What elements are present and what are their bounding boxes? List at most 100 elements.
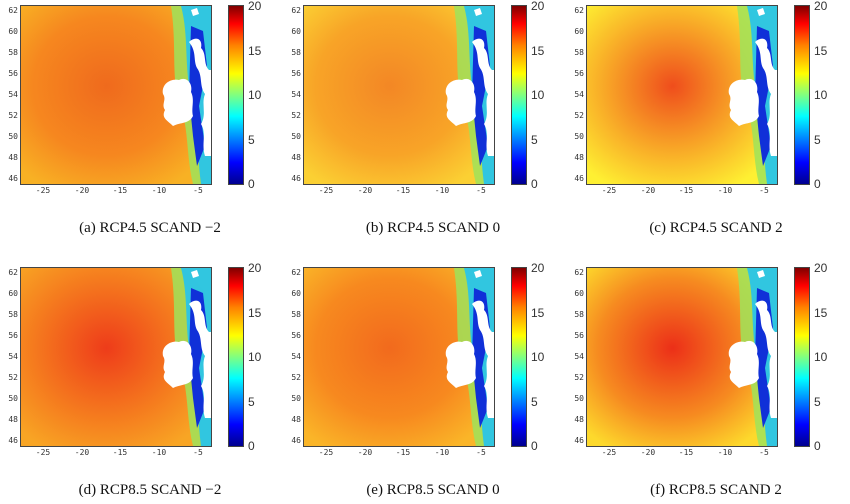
latitude-tick-label: 62: [574, 268, 584, 277]
colorbar: [794, 5, 810, 185]
map-plot-area: [303, 5, 495, 185]
longitude-tick-label: -25: [318, 186, 334, 195]
latitude-tick-label: 62: [291, 268, 301, 277]
ireland-landmass: [162, 78, 193, 126]
ireland-landmass: [162, 340, 193, 388]
longitude-tick-label: -15: [678, 186, 694, 195]
colorbar: [228, 5, 244, 185]
colorbar: [228, 267, 244, 447]
latitude-tick-label: 48: [8, 415, 18, 424]
longitude-tick-label: -20: [640, 186, 656, 195]
colorbar-tick-label: 5: [814, 132, 821, 147]
latitude-tick-label: 56: [291, 69, 301, 78]
latitude-tick-label: 60: [8, 27, 18, 36]
northern-islands: [474, 8, 482, 16]
latitude-tick-label: 50: [291, 132, 301, 141]
latitude-tick-label: 46: [8, 436, 18, 445]
longitude-tick-label: -10: [717, 186, 733, 195]
map-panel-a: 62 60 58 56 54 52 50 48 46 -25 -20 -15 -10 -5 20 15 10 5 0…: [8, 0, 290, 240]
ireland-landmass: [445, 340, 476, 388]
latitude-tick-label: 48: [291, 153, 301, 162]
northern-islands: [757, 8, 765, 16]
latitude-tick-label: 48: [291, 415, 301, 424]
colorbar-tick-label: 5: [531, 394, 538, 409]
latitude-tick-label: 56: [291, 331, 301, 340]
colorbar-tick-label: 10: [814, 88, 828, 102]
latitude-tick-label: 56: [8, 331, 18, 340]
latitude-tick-label: 62: [8, 268, 18, 277]
colorbar-tick-label: 15: [248, 305, 262, 320]
colorbar-tick-label: 15: [531, 305, 545, 320]
great-britain-landmass: [755, 38, 777, 156]
longitude-tick-label: -10: [151, 186, 167, 195]
panel-caption: (e) RCP8.5 SCAND 0: [366, 482, 500, 498]
longitude-tick-label: -15: [395, 448, 411, 457]
longitude-tick-label: -5: [193, 186, 203, 195]
longitude-tick-label: -25: [318, 448, 334, 457]
map-plot-area: [586, 5, 778, 185]
latitude-tick-label: 52: [574, 373, 584, 382]
map-panel-d: 62 60 58 56 54 52 50 48 46 -25 -20 -15 -10 -5 20 15 10 5 0…: [8, 261, 290, 502]
colorbar-tick-label: 10: [531, 88, 545, 102]
colorbar-tick-label: 15: [814, 305, 828, 320]
map-plot-area: [586, 267, 778, 447]
latitude-tick-label: 50: [8, 132, 18, 141]
colorbar-tick-label: 0: [814, 439, 821, 453]
colorbar: [511, 267, 527, 447]
longitude-tick-label: -5: [476, 186, 486, 195]
longitude-tick-label: -15: [112, 186, 128, 195]
longitude-tick-label: -15: [112, 448, 128, 457]
temperature-field-map: [21, 268, 211, 446]
longitude-tick-label: -20: [640, 448, 656, 457]
colorbar-tick-label: 20: [248, 261, 262, 275]
great-britain-landmass: [472, 300, 494, 418]
colorbar-tick-label: 0: [248, 177, 255, 191]
temperature-field-map: [587, 6, 777, 184]
longitude-tick-label: -5: [193, 448, 203, 457]
colorbar-tick-label: 10: [814, 350, 828, 364]
colorbar-tick-label: 5: [248, 394, 255, 409]
map-plot-area: [20, 267, 212, 447]
latitude-tick-label: 46: [8, 174, 18, 183]
panel-caption: (d) RCP8.5 SCAND −2: [78, 482, 222, 498]
northern-islands: [757, 270, 765, 278]
colorbar-tick-label: 20: [814, 261, 828, 275]
colorbar-tick-label: 20: [814, 0, 828, 13]
latitude-tick-label: 54: [574, 90, 584, 99]
great-britain-landmass: [755, 300, 777, 418]
temperature-field-map: [304, 268, 494, 446]
latitude-tick-label: 56: [8, 69, 18, 78]
latitude-tick-label: 54: [291, 352, 301, 361]
longitude-tick-label: -20: [357, 448, 373, 457]
temperature-field-map: [304, 6, 494, 184]
map-panel-c: 62 60 58 56 54 52 50 48 46 -25 -20 -15 -10 -5 20 15 10 5 0…: [574, 0, 850, 240]
colorbar-tick-label: 10: [531, 350, 545, 364]
panel-caption: (f) RCP8.5 SCAND 2: [650, 482, 782, 498]
latitude-tick-label: 54: [8, 90, 18, 99]
longitude-tick-label: -20: [74, 186, 90, 195]
colorbar-tick-label: 0: [531, 177, 538, 191]
longitude-tick-label: -5: [759, 448, 769, 457]
colorbar-tick-label: 10: [248, 350, 262, 364]
latitude-tick-label: 60: [291, 289, 301, 298]
colorbar-tick-label: 15: [531, 43, 545, 58]
latitude-tick-label: 58: [8, 310, 18, 319]
colorbar-tick-label: 20: [531, 0, 545, 13]
colorbar-tick-label: 15: [248, 43, 262, 58]
ireland-landmass: [728, 78, 759, 126]
panel-caption: (c) RCP4.5 SCAND 2: [649, 220, 783, 236]
map-plot-area: [20, 5, 212, 185]
colorbar-tick-label: 0: [531, 439, 538, 453]
great-britain-landmass: [189, 300, 211, 418]
colorbar: [511, 5, 527, 185]
colorbar-tick-label: 20: [531, 261, 545, 275]
colorbar-tick-label: 10: [248, 88, 262, 102]
map-plot-area: [303, 267, 495, 447]
latitude-tick-label: 58: [291, 310, 301, 319]
latitude-tick-label: 58: [8, 48, 18, 57]
latitude-tick-label: 62: [8, 6, 18, 15]
latitude-tick-label: 60: [574, 289, 584, 298]
latitude-tick-label: 52: [574, 111, 584, 120]
northern-islands: [474, 270, 482, 278]
latitude-tick-label: 52: [8, 373, 18, 382]
